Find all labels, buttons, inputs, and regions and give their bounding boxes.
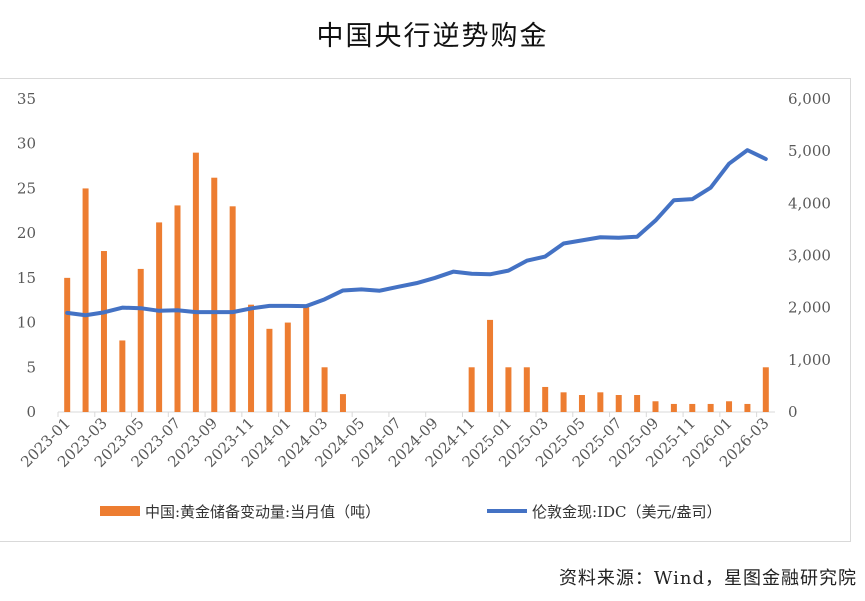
bar-2023-12 (266, 328, 273, 412)
legend-bar-label: 中国:黄金储备变动量:当月值（吨） (145, 503, 380, 521)
bar-2025-01 (505, 367, 512, 412)
right-axis-tick-label: 6,000 (788, 90, 831, 108)
bar-2023-06 (156, 222, 163, 412)
bar-2025-04 (560, 392, 567, 412)
bar-2024-11 (468, 367, 475, 412)
left-axis-tick-label: 20 (17, 224, 36, 242)
bar-2025-09 (652, 401, 659, 412)
right-axis-tick-label: 5,000 (788, 142, 831, 160)
left-axis-tick-label: 30 (17, 135, 36, 153)
left-axis-tick-label: 5 (26, 358, 36, 376)
bar-2025-10 (670, 403, 677, 412)
right-axis-tick-label: 1,000 (788, 351, 831, 369)
bar-2025-02 (523, 367, 530, 412)
bar-2025-05 (578, 395, 585, 412)
right-axis-tick-label: 2,000 (788, 299, 831, 317)
chart-frame (0, 78, 851, 542)
bar-2026-02 (744, 403, 751, 412)
bar-2023-11 (248, 304, 255, 412)
bar-2025-03 (542, 386, 549, 412)
bar-2025-08 (634, 395, 641, 412)
bar-2023-09 (211, 177, 218, 412)
bar-2024-03 (321, 367, 328, 412)
left-axis-tick-label: 0 (26, 403, 36, 421)
bar-2026-01 (726, 401, 733, 412)
bar-2023-02 (82, 188, 89, 412)
chart-title: 中国央行逆势购金 (316, 21, 549, 52)
bar-2025-12 (707, 403, 714, 412)
bar-2024-12 (487, 319, 494, 412)
legend-line-label: 伦敦金现:IDC（美元/盎司） (532, 503, 722, 521)
left-axis-tick-label: 25 (17, 179, 36, 197)
bar-2023-03 (100, 251, 107, 412)
bar-2026-03 (762, 367, 769, 412)
bar-2023-05 (137, 268, 144, 412)
bar-2025-07 (615, 395, 622, 412)
left-axis-tick-label: 35 (17, 90, 36, 108)
right-axis-tick-label: 0 (788, 403, 798, 421)
bar-2024-02 (303, 304, 310, 412)
bar-2024-01 (284, 322, 291, 412)
bar-2023-01 (64, 277, 71, 412)
legend-bar-swatch (100, 506, 140, 516)
bar-2023-08 (192, 152, 199, 412)
left-axis-tick-label: 10 (17, 314, 36, 332)
bar-2025-11 (689, 403, 696, 412)
bar-2023-10 (229, 206, 236, 412)
bar-2025-06 (597, 392, 604, 412)
source-note: 资料来源：Wind，星图金融研究院 (558, 568, 857, 589)
gold-price-line (65, 148, 768, 318)
right-axis-tick-label: 4,000 (788, 194, 831, 212)
bar-2024-04 (339, 394, 346, 412)
left-axis-tick-label: 15 (17, 269, 36, 287)
right-axis-tick-label: 3,000 (788, 247, 831, 265)
bar-2023-04 (119, 340, 126, 412)
